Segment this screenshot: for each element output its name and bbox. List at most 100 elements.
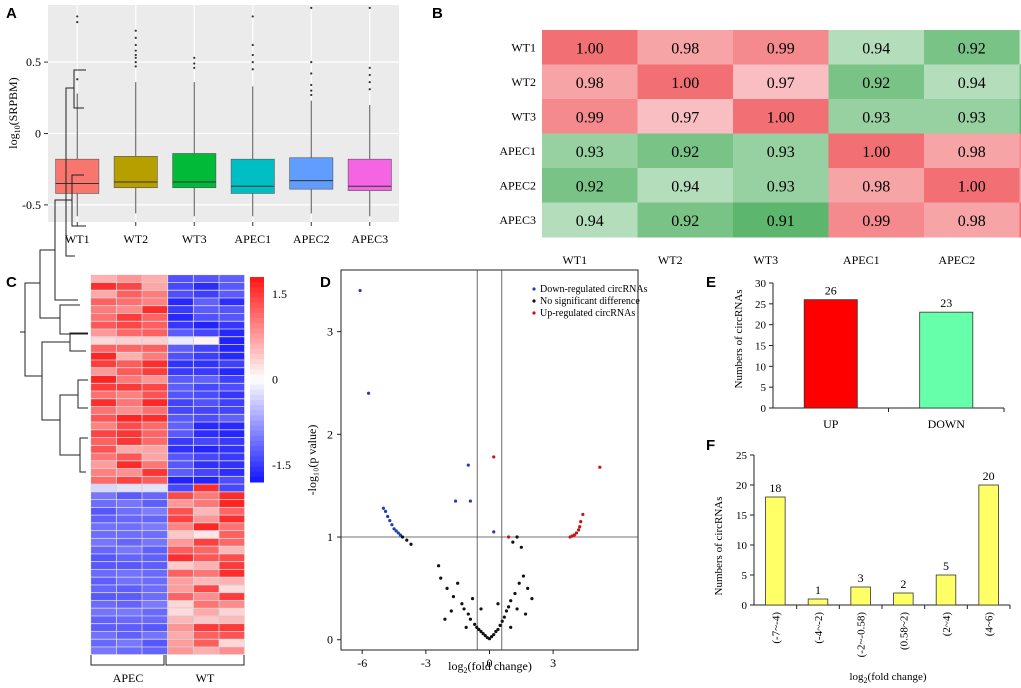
c-cell-21-0 [90, 437, 117, 446]
a-outlier-1-1 [134, 36, 137, 39]
b-cell-2-1 [637, 99, 734, 134]
d-point-1-8 [460, 602, 464, 606]
a-xtick-label-0: WT1 [65, 232, 90, 246]
c-cell-48-0 [90, 647, 117, 655]
c-cell-30-4 [193, 507, 219, 515]
c-cell-37-2 [142, 561, 168, 570]
c-colorbar-swatch-30 [250, 430, 264, 437]
c-cell-2-5 [219, 290, 245, 298]
c-cell-26-5 [219, 476, 245, 484]
d-point-1-13 [473, 622, 477, 626]
c-colorbar-swatch-1 [250, 282, 264, 288]
panel-a-y-axis-label: log10(SRPBM) [6, 77, 22, 148]
p5-bar-3 [893, 592, 914, 606]
b-cell-value-5-4: 0.98 [958, 213, 986, 230]
c-cell-35-2 [142, 546, 168, 554]
c-cell-3-2 [142, 298, 168, 306]
dendro-root-branch [24, 282, 33, 377]
panel-f-x-axis-label: log2(fold change) [849, 671, 926, 685]
c-cell-16-2 [142, 398, 168, 407]
d-point-1-27 [502, 615, 506, 619]
c-cell-47-2 [142, 639, 168, 647]
p4-ytick-label-3: 15 [755, 341, 767, 353]
c-cell-33-2 [142, 530, 168, 539]
c-colorbar-swatch-12 [250, 338, 264, 345]
b-cell-5-5 [1019, 202, 1021, 238]
a-xtick-label-4: APEC2 [293, 232, 330, 246]
d-point-1-11 [468, 617, 473, 621]
c-cell-36-3 [167, 554, 194, 562]
c-cell-18-4 [193, 414, 219, 422]
a-outlier-3-4 [251, 68, 254, 71]
c-cell-37-3 [167, 561, 194, 570]
c-colorbar-swatch-34 [250, 451, 264, 457]
panel-f-bars: 18 1 3 2 5 20 [765, 469, 999, 606]
c-cell-46-4 [193, 631, 219, 640]
d-point-0-6 [383, 509, 388, 513]
c-colorbar-swatch-11 [250, 333, 264, 339]
c-colorbar-swatch-26 [250, 410, 264, 416]
c-cell-15-0 [90, 391, 117, 399]
c-cell-26-0 [90, 476, 117, 484]
d-point-0-2 [466, 463, 470, 467]
c-cell-10-4 [193, 352, 219, 360]
c-cell-9-4 [193, 344, 219, 353]
panel-d-plot-frame [340, 269, 639, 651]
c-cell-7-0 [90, 329, 117, 337]
c-cell-19-0 [90, 422, 117, 430]
a-outlier-4-0 [310, 6, 313, 9]
c-colorbar-swatch-19 [250, 374, 264, 380]
c-cell-15-4 [193, 391, 219, 399]
c-cell-40-0 [90, 585, 117, 593]
p5-xtick-label-4: (2~4) [941, 612, 953, 637]
c-cell-28-3 [167, 491, 194, 500]
c-colorbar-swatch-25 [250, 405, 264, 411]
a-outlier-2-2 [193, 66, 196, 69]
c-cell-1-0 [90, 282, 117, 291]
b-cell-4-3 [828, 168, 925, 203]
b-cell-value-3-4: 0.98 [958, 144, 986, 161]
p5-bar-0 [765, 496, 786, 606]
b-row-label-2: WT3 [511, 109, 536, 123]
b-cell-1-5 [1019, 64, 1021, 100]
c-cell-12-0 [90, 367, 117, 376]
d-point-0-9 [390, 523, 394, 527]
dendro-lower-leaves [77, 379, 88, 473]
b-row-label-3: APEC1 [499, 144, 536, 158]
c-cell-30-3 [167, 507, 194, 515]
a-box-wt2 [113, 156, 158, 189]
c-cell-7-4 [193, 329, 219, 337]
c-cell-0-1 [116, 274, 142, 283]
panel-b-row-labels: WT1 WT2 WT3 APEC1 APEC2 APEC3 [499, 40, 536, 227]
c-cell-33-0 [90, 530, 117, 539]
c-cell-21-1 [116, 437, 142, 446]
b-cell-2-3 [828, 99, 925, 134]
d-point-1-24 [496, 627, 500, 632]
c-cell-32-4 [193, 523, 219, 531]
a-ytick-label-1: 0 [35, 126, 41, 140]
c-cell-8-4 [193, 336, 219, 345]
c-cell-3-5 [219, 298, 245, 306]
b-cell-2-2 [733, 99, 829, 134]
c-cell-28-1 [116, 491, 142, 500]
d-point-0-10 [392, 527, 396, 531]
c-cell-33-4 [193, 530, 219, 539]
c-cell-4-1 [116, 305, 142, 314]
b-cell-value-1-2: 0.97 [767, 75, 795, 92]
c-cell-4-2 [142, 305, 168, 314]
c-cell-44-2 [142, 616, 168, 624]
a-outlier-1-3 [134, 49, 137, 52]
b-cell-value-1-0: 0.98 [576, 75, 604, 92]
panel-c-group-brackets [90, 655, 245, 666]
c-cell-36-1 [116, 554, 142, 562]
c-colorbar-swatch-39 [250, 476, 264, 483]
c-cell-24-0 [90, 460, 117, 469]
c-cell-46-5 [219, 631, 245, 640]
d-ytick-label-3: 3 [327, 325, 333, 339]
c-cell-23-2 [142, 453, 168, 461]
d-point-1-21 [490, 635, 494, 639]
a-outlier-4-4 [310, 89, 313, 92]
d-point-1-22 [492, 632, 496, 637]
